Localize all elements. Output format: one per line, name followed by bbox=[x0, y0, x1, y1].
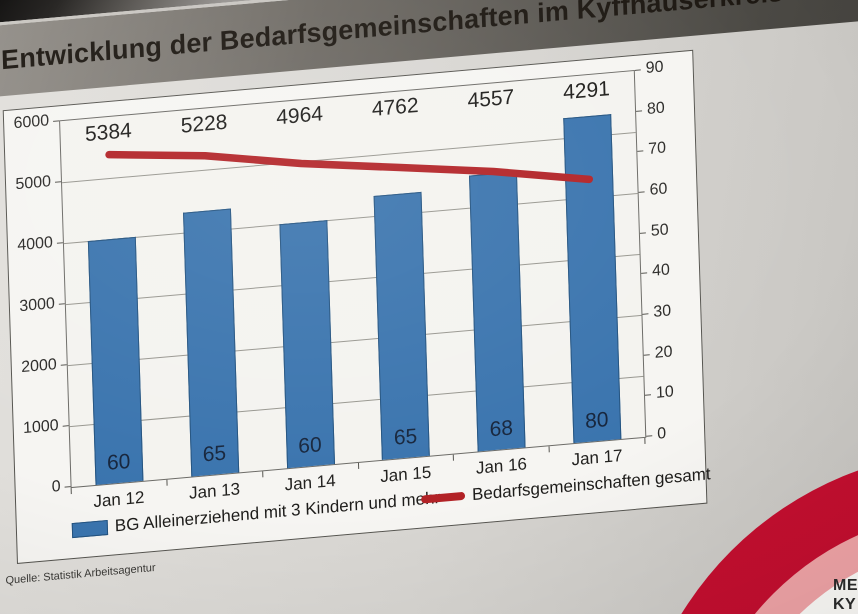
right-axis-tick bbox=[637, 150, 644, 153]
plot-area: 60 5384 65 5228 60 4964 65 4762 68 4557 80 4291 bbox=[59, 69, 647, 489]
right-axis-tick bbox=[639, 232, 646, 234]
x-axis-tick bbox=[548, 446, 550, 453]
x-axis-label: Jan 16 bbox=[475, 454, 528, 478]
right-axis-tick bbox=[638, 191, 645, 193]
x-axis-tick bbox=[166, 479, 168, 486]
left-axis-tick-label: 0 bbox=[51, 478, 61, 496]
total-line-series bbox=[105, 150, 594, 184]
logo-text-line2: KY bbox=[833, 596, 857, 613]
x-axis-label: Jan 13 bbox=[188, 479, 241, 503]
right-axis-tick bbox=[643, 353, 650, 356]
right-axis-tick-label: 60 bbox=[649, 180, 668, 199]
legend-line-swatch-icon bbox=[421, 491, 466, 504]
right-axis-tick bbox=[642, 313, 649, 315]
left-axis: 6000 5000 4000 3000 2000 1000 0 bbox=[4, 112, 64, 496]
right-axis-tick-label: 10 bbox=[655, 383, 674, 403]
right-axis-tick-label: 30 bbox=[653, 302, 672, 321]
right-axis-tick bbox=[634, 69, 641, 71]
right-axis-tick-label: 0 bbox=[656, 425, 667, 443]
x-axis-label: Jan 14 bbox=[284, 470, 336, 495]
right-axis-tick bbox=[641, 272, 648, 275]
x-axis-tick bbox=[644, 437, 646, 444]
right-axis-tick-label: 50 bbox=[650, 221, 669, 240]
x-axis-label: Jan 12 bbox=[93, 487, 145, 512]
right-axis-tick-label: 70 bbox=[648, 139, 667, 159]
right-axis-tick bbox=[636, 110, 643, 112]
chart-area: 60 5384 65 5228 60 4964 65 4762 68 4557 80 4291 600… bbox=[2, 49, 711, 564]
source-note: Quelle: Statistik Arbeitsagentur bbox=[5, 561, 156, 588]
right-axis-tick-label: 20 bbox=[654, 342, 673, 362]
logo-text-line1: ME bbox=[833, 577, 858, 594]
right-axis-tick-label: 90 bbox=[645, 58, 664, 77]
left-axis-tick-label: 2000 bbox=[20, 356, 58, 377]
left-axis-tick-label: 1000 bbox=[22, 417, 59, 438]
right-axis-tick bbox=[644, 394, 652, 397]
right-axis-tick-label: 40 bbox=[651, 261, 671, 281]
left-axis-tick-label: 4000 bbox=[17, 234, 54, 255]
x-axis-tick bbox=[357, 462, 359, 470]
x-axis-tick bbox=[453, 454, 455, 461]
x-axis-tick bbox=[70, 488, 72, 495]
x-axis-label: Jan 17 bbox=[571, 445, 623, 470]
x-axis-tick bbox=[261, 471, 264, 478]
x-axis-label: Jan 15 bbox=[379, 462, 432, 487]
right-axis: 90 80 70 60 50 40 30 20 10 0 bbox=[644, 58, 703, 442]
left-axis-tick-label: 5000 bbox=[15, 173, 52, 194]
left-axis-tick-label: 3000 bbox=[19, 295, 56, 316]
left-axis-tick-label: 6000 bbox=[13, 112, 50, 133]
right-axis-tick bbox=[646, 435, 653, 437]
legend-bar-swatch-icon bbox=[71, 519, 109, 538]
right-axis-tick-label: 80 bbox=[646, 99, 666, 118]
logo-text: ME KY bbox=[833, 576, 858, 614]
